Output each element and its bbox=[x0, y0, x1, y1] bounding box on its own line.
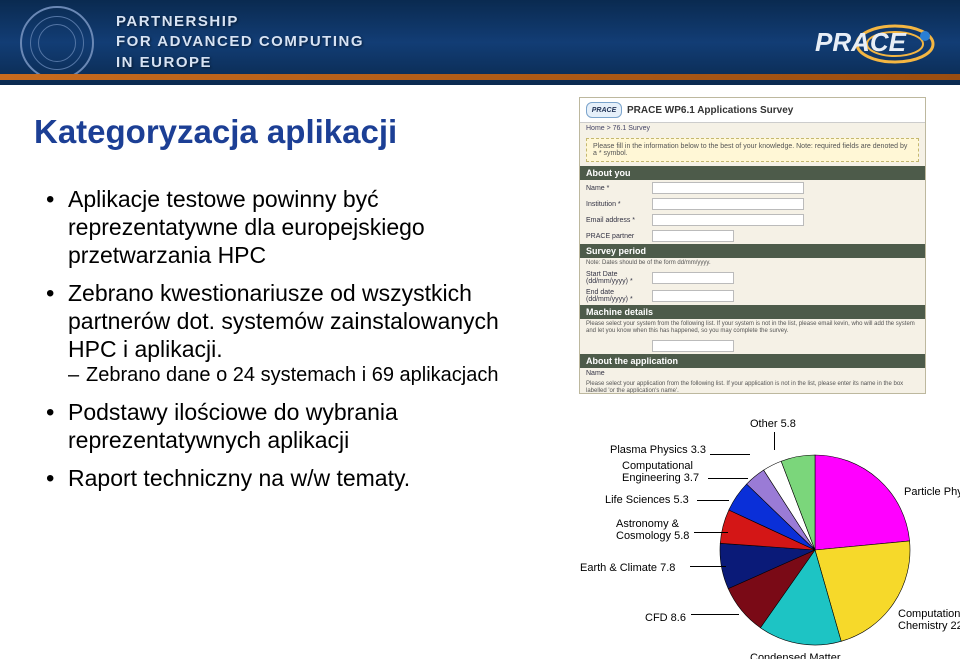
pie-slice bbox=[815, 455, 910, 550]
header-text: PARTNERSHIP FOR ADVANCED COMPUTING IN EU… bbox=[116, 12, 364, 73]
svg-text:PRACE: PRACE bbox=[815, 27, 907, 57]
prace-logo: PRACE bbox=[770, 14, 940, 69]
survey-app-note: Please select your application from the … bbox=[580, 379, 925, 394]
field-label: Email address * bbox=[586, 217, 646, 224]
pie-label-condmat: Condensed Matter Physics 14.2 bbox=[750, 652, 841, 659]
field-label: Name * bbox=[586, 185, 646, 192]
survey-period-note: Note: Dates should be of the form dd/mm/… bbox=[580, 258, 925, 269]
field-label: PRACE partner bbox=[586, 233, 646, 240]
bullet-item: Podstawy ilościowe do wybrania reprezent… bbox=[46, 398, 526, 454]
page-title: Kategoryzacja aplikacji bbox=[34, 113, 397, 151]
pie-label-other: Other 5.8 bbox=[750, 418, 796, 430]
bullet-text: Raport techniczny na w/w tematy. bbox=[68, 465, 410, 491]
pie-label-astro: Astronomy & Cosmology 5.8 bbox=[616, 518, 689, 542]
slide-content: Kategoryzacja aplikacji Aplikacje testow… bbox=[0, 85, 960, 659]
survey-section-app: About the application bbox=[580, 354, 925, 368]
bullet-text: Zebrano kwestionariusze od wszystkich pa… bbox=[68, 280, 499, 362]
bullet-item: Raport techniczny na w/w tematy. bbox=[46, 464, 526, 492]
survey-section-period: Survey period bbox=[580, 244, 925, 258]
survey-section-about: About you bbox=[580, 166, 925, 180]
survey-machine-note: Please select your system from the follo… bbox=[580, 319, 925, 337]
pie-chart: Other 5.8 Plasma Physics 3.3 Computation… bbox=[550, 430, 950, 659]
survey-section-machine: Machine details bbox=[580, 305, 925, 319]
survey-screenshot: PRACE PRACE WP6.1 Applications Survey Ho… bbox=[579, 97, 926, 394]
bullet-text: Aplikacje testowe powinny być reprezenta… bbox=[68, 186, 425, 268]
header-line3: IN EUROPE bbox=[116, 53, 364, 73]
slide-header: PARTNERSHIP FOR ADVANCED COMPUTING IN EU… bbox=[0, 0, 960, 85]
bullet-list: Aplikacje testowe powinny być reprezenta… bbox=[46, 185, 526, 502]
text-input[interactable] bbox=[652, 290, 734, 302]
header-line2: FOR ADVANCED COMPUTING bbox=[116, 32, 364, 52]
field-label: End date (dd/mm/yyyy) * bbox=[586, 289, 646, 303]
survey-header: PRACE PRACE WP6.1 Applications Survey bbox=[580, 98, 925, 123]
text-input[interactable] bbox=[652, 272, 734, 284]
pie-label-cfd: CFD 8.6 bbox=[645, 612, 686, 624]
survey-title: PRACE WP6.1 Applications Survey bbox=[627, 105, 793, 116]
pie-label-compchem: Computational Chemistry 22.1 bbox=[898, 608, 960, 632]
text-input[interactable] bbox=[652, 182, 804, 194]
pie-label-earth: Earth & Climate 7.8 bbox=[580, 562, 675, 574]
bullet-text: Zebrano dane o 24 systemach i 69 aplikac… bbox=[86, 364, 498, 386]
bullet-item: Aplikacje testowe powinny być reprezenta… bbox=[46, 185, 526, 269]
text-input[interactable] bbox=[652, 198, 804, 210]
header-line1: PARTNERSHIP bbox=[116, 12, 364, 32]
survey-mini-logo: PRACE bbox=[586, 102, 622, 118]
bullet-text: Podstawy ilościowe do wybrania reprezent… bbox=[68, 399, 398, 453]
field-label: Institution * bbox=[586, 201, 646, 208]
bullet-item: Zebrano kwestionariusze od wszystkich pa… bbox=[46, 279, 526, 388]
pie-label-life: Life Sciences 5.3 bbox=[605, 494, 689, 506]
select-input[interactable] bbox=[652, 340, 734, 352]
survey-note: Please fill in the information below to … bbox=[586, 138, 919, 162]
survey-breadcrumb: Home > 76.1 Survey bbox=[580, 123, 925, 134]
select-input[interactable] bbox=[652, 230, 734, 242]
pie-svg bbox=[550, 430, 950, 659]
pie-label-compeng: Computational Engineering 3.7 bbox=[622, 460, 699, 484]
header-accent-bar bbox=[0, 74, 960, 80]
text-input[interactable] bbox=[652, 214, 804, 226]
field-label: Start Date (dd/mm/yyyy) * bbox=[586, 271, 646, 285]
header-ornament bbox=[20, 6, 94, 80]
sub-bullet-item: Zebrano dane o 24 systemach i 69 aplikac… bbox=[68, 363, 526, 387]
pie-label-particle: Particle Physics 23.5 bbox=[904, 486, 960, 498]
pie-label-plasma: Plasma Physics 3.3 bbox=[610, 444, 706, 456]
field-label: Name bbox=[586, 370, 646, 377]
